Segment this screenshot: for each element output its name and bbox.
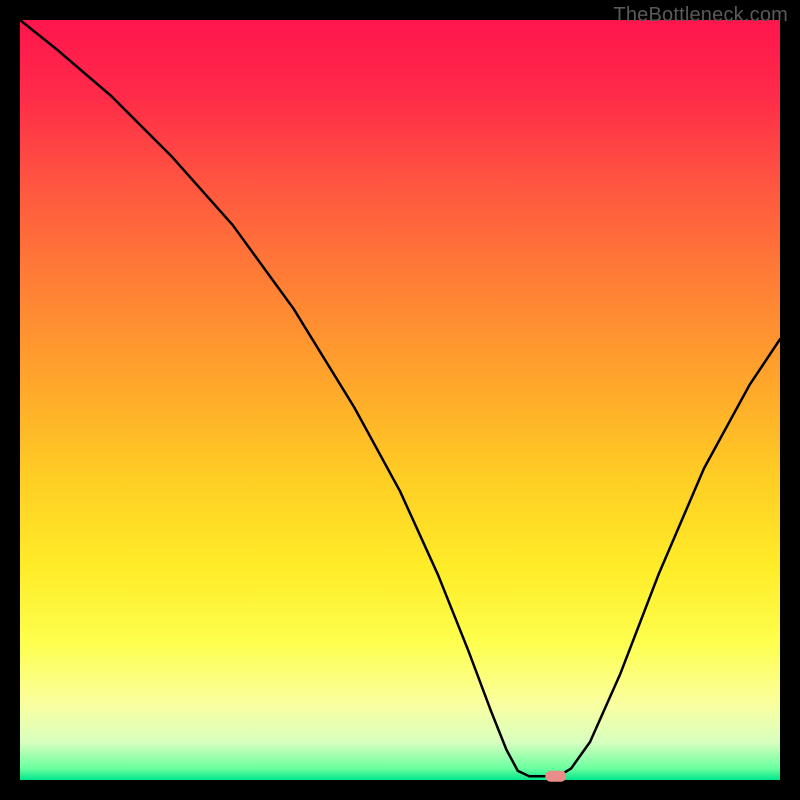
chart-container: TheBottleneck.com bbox=[0, 0, 800, 800]
watermark-text: TheBottleneck.com bbox=[613, 4, 788, 27]
optimal-point-marker bbox=[546, 771, 566, 781]
plot-background bbox=[20, 20, 780, 780]
bottleneck-chart bbox=[0, 0, 800, 800]
